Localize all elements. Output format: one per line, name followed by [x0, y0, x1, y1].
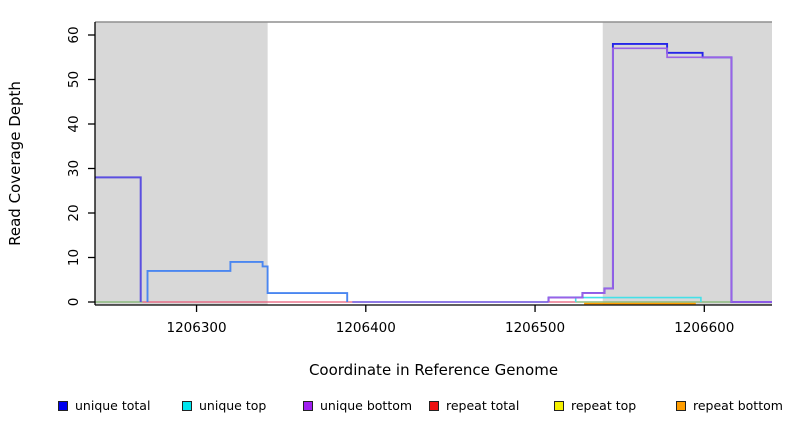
- y-tick-label: 50: [66, 71, 82, 88]
- x-tick-label: 1206400: [336, 320, 396, 336]
- y-tick-label: 10: [66, 249, 82, 266]
- unique-bottom-right: [547, 47, 772, 303]
- repeat-region-right: [602, 22, 772, 305]
- x-tick-label: 1206600: [674, 320, 734, 336]
- y-tick-label: 30: [66, 160, 82, 177]
- repeat-region-left: [95, 22, 268, 305]
- shaded-regions: [95, 21, 772, 305]
- y-tick-label: 40: [66, 115, 82, 132]
- unique-top-line: [574, 296, 702, 302]
- x-tick-label: 1206300: [166, 320, 226, 336]
- y-axis-label: Read Coverage Depth: [6, 81, 24, 246]
- y-tick-label: 20: [66, 204, 82, 221]
- tick-labels: 1206300 1206400 1206500 1206600 0 10 20 30 40 50 6…: [66, 26, 734, 336]
- y-tick-label: 0: [66, 298, 82, 307]
- axes: [88, 22, 772, 312]
- x-axis-label: Coordinate in Reference Genome: [309, 361, 558, 379]
- unique-overlap-left: [95, 176, 142, 302]
- unique-total-left: [146, 260, 349, 302]
- x-tick-label: 1206500: [505, 320, 565, 336]
- y-tick-label: 60: [66, 26, 82, 43]
- coverage-lines: [95, 42, 772, 305]
